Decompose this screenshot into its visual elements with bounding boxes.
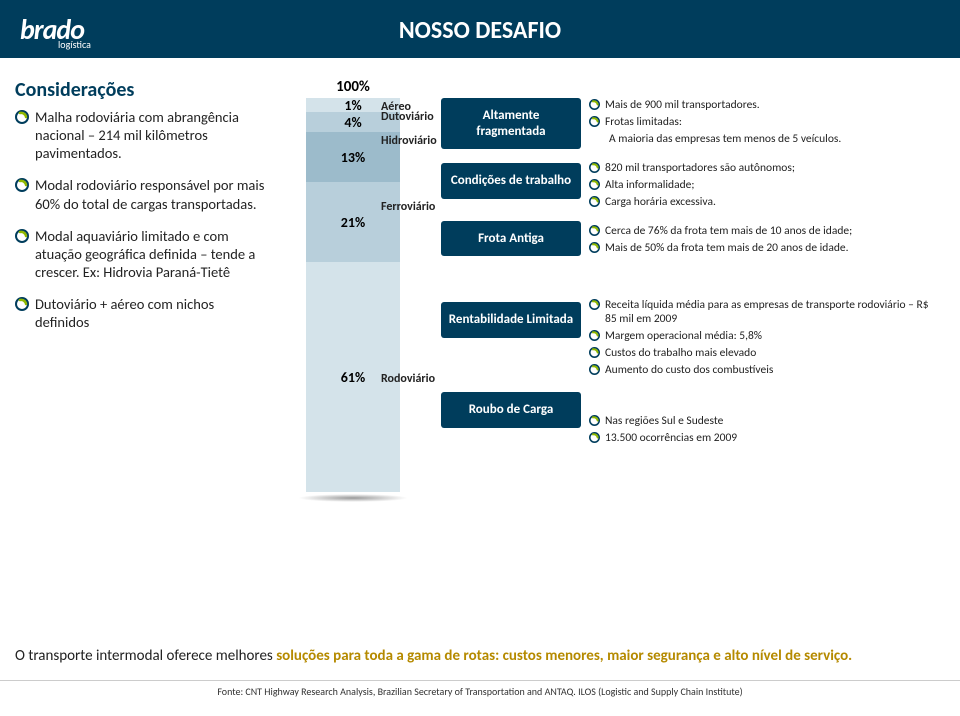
details-column: Mais de 900 mil transportadores. Frotas l… xyxy=(589,78,929,502)
source-citation: Fonte: CNT Highway Research Analysis, Br… xyxy=(0,680,960,698)
bullet-icon xyxy=(15,178,29,192)
consideration-item: Malha rodoviária com abrangência naciona… xyxy=(15,108,265,162)
detail-text: Aumento do custo dos combustíveis xyxy=(605,363,773,378)
issue-box: Condições de trabalho xyxy=(441,163,581,199)
bullet-icon xyxy=(589,330,600,341)
bullet-icon xyxy=(589,196,600,207)
detail-item: Mais de 50% da frota tem mais de 20 anos… xyxy=(589,241,929,256)
footer-text-pre: O transporte intermodal oferece melhores xyxy=(15,647,276,665)
segment-value: 13% xyxy=(341,149,365,166)
bullet-icon xyxy=(589,99,600,110)
consideration-text: Malha rodoviária com abrangência naciona… xyxy=(35,108,265,162)
footer-text: O transporte intermodal oferece melhores… xyxy=(15,647,945,667)
detail-text: Receita líquida média para as empresas d… xyxy=(605,298,929,328)
detail-group: 820 mil transportadores são autônomos; Al… xyxy=(589,161,929,212)
detail-subtext: A maioria das empresas tem menos de 5 ve… xyxy=(609,132,841,147)
bullet-icon xyxy=(589,242,600,253)
issue-box: Frota Antiga xyxy=(441,221,581,257)
segment-value: 61% xyxy=(341,369,365,386)
detail-group: Mais de 900 mil transportadores. Frotas l… xyxy=(589,98,929,149)
detail-text: 820 mil transportadores são autônomos; xyxy=(605,161,795,176)
detail-text: Nas regiões Sul e Sudeste xyxy=(605,414,723,429)
chart-shadow xyxy=(298,494,408,502)
detail-text: Alta informalidade; xyxy=(605,178,694,193)
detail-item: Receita líquida média para as empresas d… xyxy=(589,298,929,328)
bullet-icon xyxy=(589,179,600,190)
issue-box: Altamente fragmentada xyxy=(441,98,581,149)
issue-box: Roubo de Carga xyxy=(441,392,581,428)
detail-item: 13.500 ocorrências em 2009 xyxy=(589,431,929,446)
detail-item: Mais de 900 mil transportadores. xyxy=(589,98,929,113)
detail-item: 820 mil transportadores são autônomos; xyxy=(589,161,929,176)
detail-item: Aumento do custo dos combustíveis xyxy=(589,363,929,378)
issue-box: Rentabilidade Limitada xyxy=(441,302,581,338)
modal-share-chart: 100% 1%4%13%21%61% AéreoDutoviárioHidrov… xyxy=(273,78,433,502)
detail-item: Alta informalidade; xyxy=(589,178,929,193)
detail-text: Margem operacional média: 5,8% xyxy=(605,329,762,344)
segment-value: 4% xyxy=(344,114,361,131)
stacked-bar: 1%4% 13% 21% 61% xyxy=(306,98,400,492)
detail-item: Nas regiões Sul e Sudeste xyxy=(589,414,929,429)
segment-value: 21% xyxy=(341,214,365,231)
detail-item: Carga horária excessiva. xyxy=(589,195,929,210)
chart-segment-label: Rodoviário xyxy=(381,372,435,386)
chart-segment-label: Hidroviário xyxy=(381,134,437,148)
detail-text: Cerca de 76% da frota tem mais de 10 ano… xyxy=(605,224,852,239)
bullet-icon xyxy=(589,299,600,310)
bullet-icon xyxy=(589,116,600,127)
bullet-icon xyxy=(589,364,600,375)
detail-item: Custos do trabalho mais elevado xyxy=(589,346,929,361)
bullet-icon xyxy=(589,432,600,443)
segment-value: 1% xyxy=(344,97,361,114)
detail-text: Mais de 50% da frota tem mais de 20 anos… xyxy=(605,241,849,256)
bullet-icon xyxy=(589,415,600,426)
footer-text-highlight: soluções para toda a gama de rotas: cust… xyxy=(276,647,852,665)
consideration-text: Modal rodoviário responsável por mais 60… xyxy=(35,176,265,212)
chart-total: 100% xyxy=(273,78,433,96)
issue-boxes: Altamente fragmentada Condições de trabal… xyxy=(441,78,581,502)
chart-segment-label: Dutoviário xyxy=(381,110,434,124)
detail-text: Mais de 900 mil transportadores. xyxy=(605,98,760,113)
considerations-column: Considerações Malha rodoviária com abran… xyxy=(15,78,265,502)
bullet-icon xyxy=(589,225,600,236)
bullet-icon xyxy=(15,297,29,311)
considerations-heading: Considerações xyxy=(15,78,265,102)
detail-group: Cerca de 76% da frota tem mais de 10 ano… xyxy=(589,224,929,258)
content: Considerações Malha rodoviária com abran… xyxy=(0,58,960,502)
detail-text: 13.500 ocorrências em 2009 xyxy=(605,431,737,446)
detail-subitem: A maioria das empresas tem menos de 5 ve… xyxy=(589,132,929,147)
header: brado logística NOSSO DESAFIO xyxy=(0,0,960,58)
detail-item: Frotas limitadas: xyxy=(589,115,929,130)
bar-segment: 21% xyxy=(306,182,400,262)
consideration-item: Dutoviário + aéreo com nichos definidos xyxy=(15,295,265,331)
consideration-item: Modal aquaviário limitado e com atuação … xyxy=(15,227,265,281)
detail-text: Carga horária excessiva. xyxy=(605,195,716,210)
bullet-icon xyxy=(15,110,29,124)
footer-summary: O transporte intermodal oferece melhores… xyxy=(15,647,945,667)
detail-item: Cerca de 76% da frota tem mais de 10 ano… xyxy=(589,224,929,239)
consideration-text: Dutoviário + aéreo com nichos definidos xyxy=(35,295,265,331)
bullet-icon xyxy=(589,162,600,173)
detail-item: Margem operacional média: 5,8% xyxy=(589,329,929,344)
detail-text: Custos do trabalho mais elevado xyxy=(605,346,756,361)
bullet-icon xyxy=(15,229,29,243)
detail-group: Nas regiões Sul e Sudeste 13.500 ocorrênc… xyxy=(589,414,929,448)
consideration-text: Modal aquaviário limitado e com atuação … xyxy=(35,227,265,281)
consideration-item: Modal rodoviário responsável por mais 60… xyxy=(15,176,265,212)
detail-text: Frotas limitadas: xyxy=(605,115,682,130)
detail-group: Receita líquida média para as empresas d… xyxy=(589,298,929,381)
bullet-icon xyxy=(589,347,600,358)
page-title: NOSSO DESAFIO xyxy=(0,16,960,45)
chart-segment-label: Ferroviário xyxy=(381,200,435,214)
